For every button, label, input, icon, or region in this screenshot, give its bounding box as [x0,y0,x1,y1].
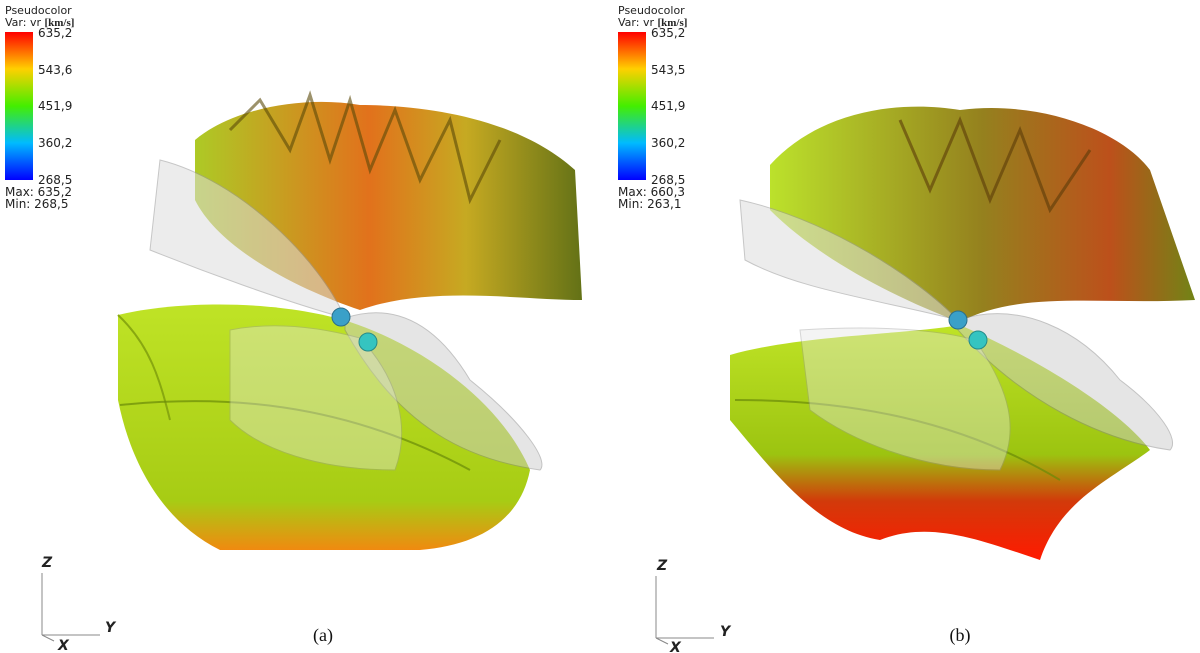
unit: [km/s] [44,17,74,29]
axis-y: Y [105,620,117,636]
legend-title: Pseudocolor [5,4,72,17]
panel-a: Pseudocolor Var: vr [km/s] 635,2 543,6 4… [5,4,582,653]
color-tick: 635,2 [38,26,72,40]
color-bar [618,32,646,180]
color-tick: 635,2 [651,26,685,40]
axis-y: Y [720,624,732,640]
unit: [km/s] [657,17,687,29]
caption: (b) [950,625,971,646]
color-tick: 268,5 [651,173,685,187]
legend-min: Min: 268,5 [5,197,69,211]
variable: Var: vr [618,16,654,29]
axis-triad [655,575,715,645]
legend-min: Min: 263,1 [618,197,682,211]
legend-title: Pseudocolor [618,4,685,17]
axis-triad [41,572,101,642]
legend-variable: Var: vr [km/s] [5,16,74,29]
color-bar [5,32,33,180]
render [117,90,582,550]
color-tick: 360,2 [651,136,685,150]
color-tick: 360,2 [38,136,72,150]
color-tick: 543,6 [38,63,72,77]
panel-b: Pseudocolor Var: vr [km/s] 635,2 543,5 4… [618,4,1195,653]
axis-x: X [669,640,682,653]
color-tick: 451,9 [651,99,685,113]
legend-max: Max: 635,2 [5,185,72,199]
color-tick: 451,9 [38,99,72,113]
color-tick: 268,5 [38,173,72,187]
color-tick: 543,5 [651,63,685,77]
render [730,106,1195,560]
axis-x: X [57,638,70,653]
axis-z: Z [656,558,668,574]
variable: Var: vr [5,16,41,29]
caption: (a) [313,625,333,646]
legend-max: Max: 660,3 [618,185,685,199]
axis-z: Z [41,555,53,571]
legend-variable: Var: vr [km/s] [618,16,687,29]
